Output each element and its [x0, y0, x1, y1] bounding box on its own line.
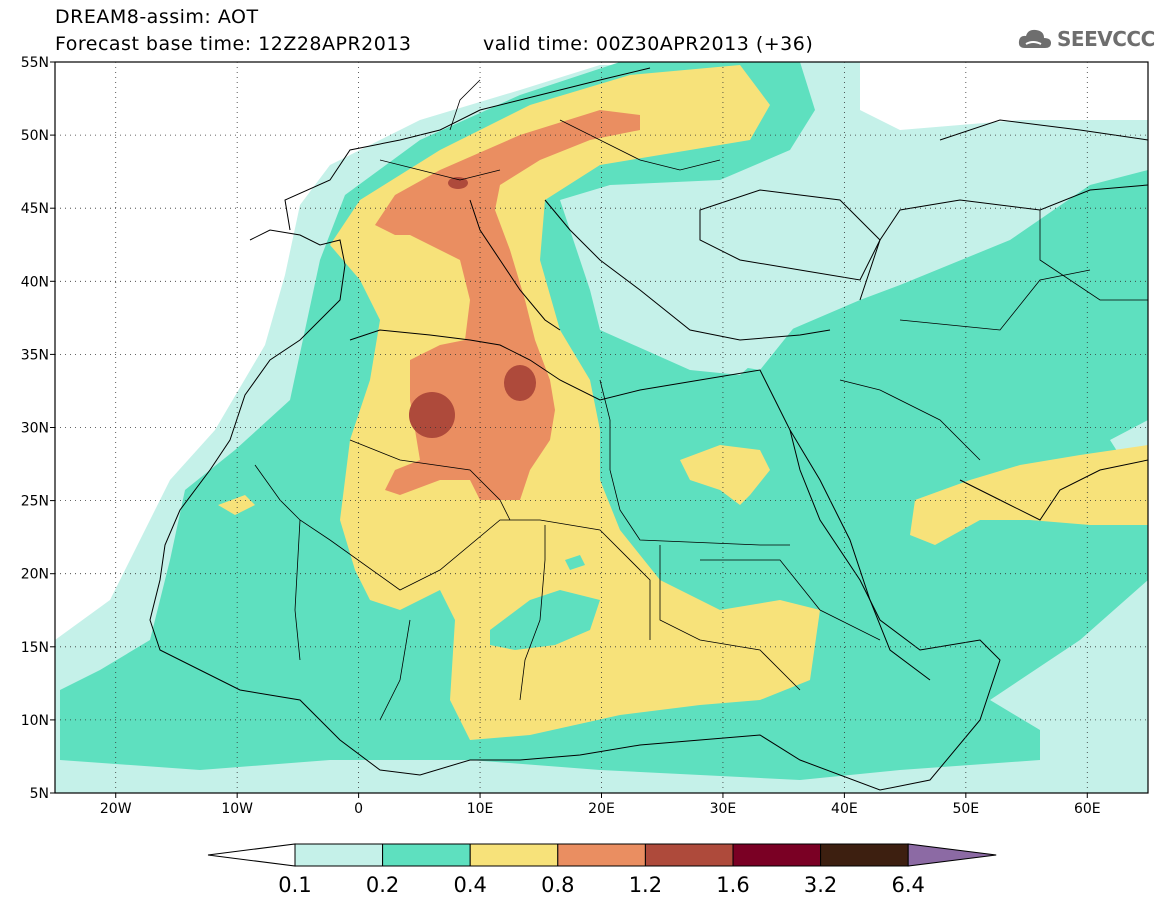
lon-tick-label: 0: [354, 801, 363, 817]
colorbar-over-arrow: [907, 843, 997, 867]
colorbar-swatch: [644, 843, 734, 867]
lon-tick-label: 20E: [588, 801, 615, 817]
lat-tick-label: 35N: [21, 347, 49, 363]
colorbar-level-label: 0.8: [541, 873, 574, 897]
lon-tick-label: 60E: [1074, 801, 1101, 817]
lat-tick-label: 55N: [21, 55, 49, 71]
aot-0.4-arabia: [910, 445, 1148, 545]
colorbar-swatch: [820, 843, 909, 867]
lat-tick-label: 25N: [21, 494, 49, 510]
colorbar-swatch: [557, 843, 646, 867]
lon-tick-label: 10W: [221, 801, 253, 817]
valid-time: valid time: 00Z30APR2013 (+36): [483, 33, 814, 55]
aot-0.4-egypt: [680, 445, 770, 505]
latitude-axis: 55N 50N 45N 40N 35N 30N 25N 20N 15N 10N 5N: [21, 55, 55, 802]
lat-tick-label: 45N: [21, 201, 49, 217]
lat-tick-label: 50N: [21, 128, 49, 144]
lon-tick-label: 40E: [831, 801, 858, 817]
lon-tick-label: 30E: [710, 801, 737, 817]
colorbar-swatch: [294, 843, 384, 867]
aot-contour-fields: [55, 62, 1148, 793]
aot-1.2-alps: [448, 177, 468, 189]
cloud-icon: [1018, 29, 1051, 48]
colorbar: 0.1 0.2 0.4 0.8 1.2 1.6 3.2 6.4: [207, 843, 997, 897]
gridlines: [55, 62, 1148, 793]
colorbar-level-label: 0.2: [366, 873, 399, 897]
seevccc-logo: SEEVCCC: [1017, 22, 1155, 56]
aot-1.2-algeria: [409, 392, 455, 438]
lat-tick-label: 20N: [21, 567, 49, 583]
aot-0.2-sahel-patch: [490, 590, 600, 650]
lon-tick-label: 20W: [100, 801, 132, 817]
colorbar-level-label: 1.2: [629, 873, 662, 897]
lon-tick-label: 10E: [467, 801, 494, 817]
aot-0.2-chad-patch: [565, 555, 585, 570]
lat-tick-label: 10N: [21, 713, 49, 729]
colorbar-swatch: [382, 843, 471, 867]
longitude-axis: 20W 10W 0 10E 20E 30E 40E 50E 60E: [100, 793, 1101, 817]
colorbar-level-label: 0.4: [453, 873, 486, 897]
colorbar-swatch: [732, 843, 822, 867]
lat-tick-label: 30N: [21, 421, 49, 437]
lat-tick-label: 40N: [21, 274, 49, 290]
lon-tick-label: 50E: [952, 801, 979, 817]
colorbar-under-arrow: [207, 843, 296, 867]
lat-tick-label: 5N: [30, 786, 49, 802]
lat-tick-label: 15N: [21, 640, 49, 656]
colorbar-level-label: 3.2: [804, 873, 837, 897]
colorbar-level-label: 1.6: [716, 873, 749, 897]
aot-0.4-west-africa: [218, 495, 255, 515]
logo-text: SEEVCCC: [1057, 27, 1155, 51]
colorbar-level-label: 0.1: [278, 873, 311, 897]
aot-1.2-libya: [504, 365, 536, 401]
map-title: DREAM8-assim: AOT: [55, 6, 259, 28]
country-borders: [254, 79, 1148, 721]
aot-0.1-east-europe: [600, 195, 860, 370]
colorbar-level-label: 6.4: [891, 873, 924, 897]
colorbar-swatch: [469, 843, 559, 867]
forecast-base-time: Forecast base time: 12Z28APR2013: [55, 33, 412, 55]
